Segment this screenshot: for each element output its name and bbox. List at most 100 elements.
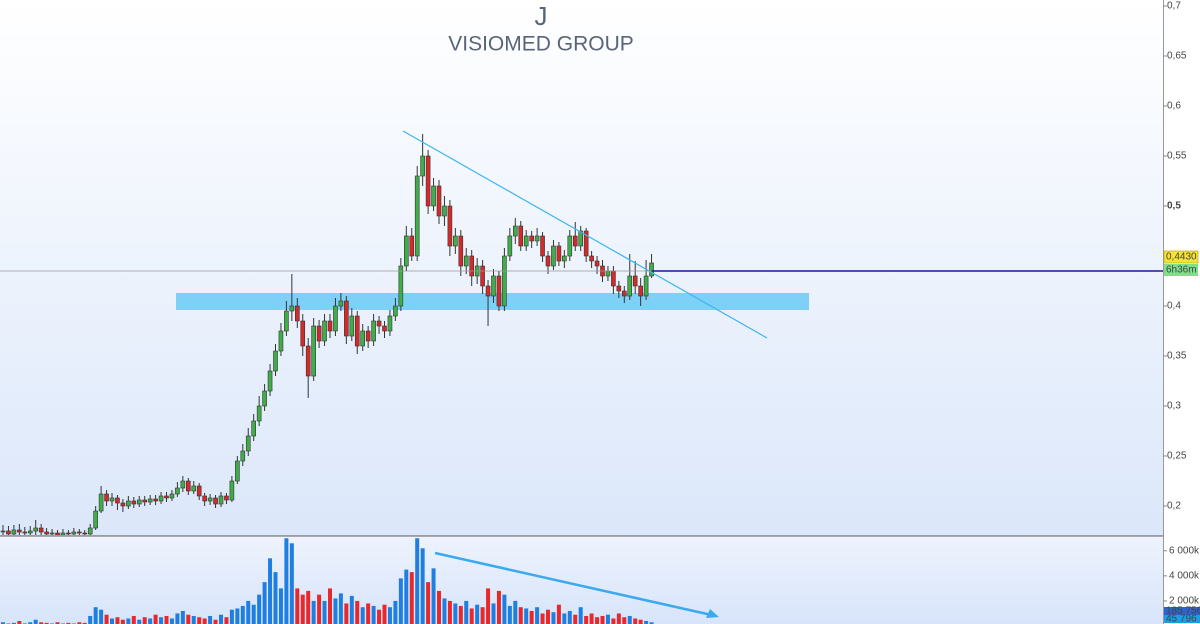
candle-body <box>371 320 376 342</box>
trend-line <box>402 130 768 339</box>
candle-body <box>245 435 251 452</box>
candle-body <box>616 285 622 292</box>
volume-bar <box>524 608 529 624</box>
volume-bar <box>1 622 5 624</box>
candle-body <box>344 300 349 337</box>
volume-bar <box>377 609 382 624</box>
candle-body <box>496 275 502 307</box>
candle-body <box>518 225 524 247</box>
volume-bar <box>551 612 556 624</box>
volume-bar <box>616 613 621 624</box>
volume-bar <box>82 622 87 624</box>
y-tick-label: 6 000k <box>1169 545 1200 556</box>
candle-body <box>322 320 327 342</box>
countdown-label: 6h36m <box>1166 265 1197 276</box>
volume-bar <box>169 618 174 624</box>
volume-bar <box>562 613 567 624</box>
candle-body <box>409 235 415 257</box>
volume-bar <box>611 618 616 624</box>
volume-bar <box>300 594 305 624</box>
volume-bar <box>649 622 654 624</box>
volume-bar <box>186 614 191 624</box>
volume-bar <box>442 598 447 624</box>
candle-body <box>235 460 240 482</box>
candle-body <box>278 330 284 352</box>
volume-bar <box>507 605 512 624</box>
candle-body <box>11 529 17 535</box>
volume-bar <box>475 604 480 624</box>
candle-body <box>611 270 616 287</box>
y-tick-label: 0,2 <box>1167 501 1181 512</box>
last-price-box <box>1163 250 1199 264</box>
volume-bar <box>120 619 125 624</box>
candle-body <box>382 325 387 332</box>
volume-bar <box>235 608 240 624</box>
volume-bar <box>333 598 338 624</box>
candle-body <box>142 499 147 503</box>
arrow-head <box>706 609 719 618</box>
candle-body <box>453 235 458 247</box>
candle-body <box>104 493 109 502</box>
candle-body <box>360 330 366 347</box>
candle-body <box>311 325 316 377</box>
volume-bar <box>409 572 414 624</box>
candle-body <box>491 275 496 297</box>
volume-bar <box>142 617 147 624</box>
candle-body <box>621 290 627 297</box>
candle-body <box>213 497 218 505</box>
volume-bar <box>246 600 251 624</box>
candle-body <box>44 531 49 535</box>
candle-body <box>93 510 98 529</box>
candle-body <box>240 450 246 462</box>
volume-bar <box>55 622 60 624</box>
volume-bar <box>240 605 245 624</box>
volume-bar <box>99 609 104 624</box>
volume-bar <box>627 615 632 624</box>
candle-body <box>349 315 355 337</box>
candle-body <box>523 235 529 247</box>
candle-body <box>273 350 278 372</box>
candle-body <box>589 255 594 262</box>
volume-bar <box>131 615 136 624</box>
candle-body <box>512 225 518 237</box>
candle-body <box>17 529 22 533</box>
volume-bar <box>273 572 278 624</box>
volume-bar <box>257 594 262 624</box>
volume-bar <box>382 604 387 624</box>
volume-marker-box <box>1164 607 1200 615</box>
volume-bar <box>605 614 610 624</box>
candle-body <box>60 532 66 535</box>
candle-body <box>33 527 39 532</box>
chart-title: J <box>535 1 548 31</box>
volume-bar <box>197 617 202 624</box>
volume-bar <box>398 578 403 624</box>
candle-body <box>175 487 180 495</box>
volume-bar <box>415 538 420 624</box>
y-tick-label: 0,25 <box>1167 451 1187 462</box>
volume-bar <box>535 607 540 624</box>
volume-marker-label: 45 796 <box>1166 614 1197 624</box>
candle-body <box>115 497 120 504</box>
volume-bar <box>366 603 371 624</box>
volume-bar <box>268 558 273 624</box>
candle-body <box>126 500 131 507</box>
candle-body <box>572 235 578 247</box>
volume-bar <box>202 618 207 624</box>
volume-bar <box>338 593 343 624</box>
volume-bar <box>224 617 229 624</box>
volume-bar <box>349 595 354 624</box>
candle-body <box>180 480 186 489</box>
volume-bar <box>360 607 365 624</box>
candle-body <box>267 370 273 392</box>
candle-body <box>365 330 371 342</box>
candle-body <box>376 320 382 327</box>
volume-bar <box>633 618 638 624</box>
candle-body <box>49 532 55 535</box>
volume-bar <box>431 568 436 624</box>
last-price-label: 0,4430 <box>1166 252 1197 263</box>
candle-body <box>551 245 556 267</box>
volume-marker-box <box>1164 615 1200 623</box>
volume-bar <box>66 622 71 624</box>
candle-body <box>338 300 344 307</box>
